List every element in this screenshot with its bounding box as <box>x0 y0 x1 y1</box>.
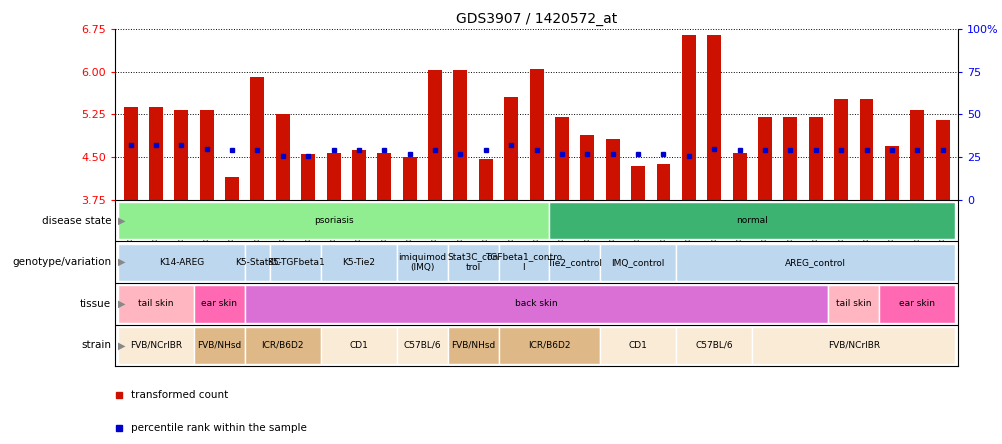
Bar <box>498 243 549 281</box>
Text: tissue: tissue <box>80 299 111 309</box>
Text: back skin: back skin <box>515 299 557 309</box>
Text: imiquimod
(IMQ): imiquimod (IMQ) <box>398 253 446 272</box>
Bar <box>321 327 397 364</box>
Bar <box>397 243 447 281</box>
Text: normal: normal <box>735 216 768 225</box>
Bar <box>118 285 193 323</box>
Text: ▶: ▶ <box>118 257 125 267</box>
Bar <box>428 70 442 200</box>
Bar <box>675 327 752 364</box>
Bar <box>879 285 954 323</box>
Text: K14-AREG: K14-AREG <box>158 258 203 267</box>
Text: percentile rank within the sample: percentile rank within the sample <box>131 423 307 432</box>
Bar <box>605 139 619 200</box>
Bar <box>224 177 238 200</box>
Bar <box>554 117 568 200</box>
Text: ▶: ▶ <box>118 299 125 309</box>
Bar <box>828 285 879 323</box>
Bar <box>752 327 954 364</box>
Bar <box>580 135 594 200</box>
Bar <box>193 285 244 323</box>
Bar <box>327 152 341 200</box>
Bar <box>447 327 498 364</box>
Text: K5-Tie2: K5-Tie2 <box>342 258 375 267</box>
Bar <box>199 111 213 200</box>
Text: transformed count: transformed count <box>131 389 228 400</box>
Text: FVB/NHsd: FVB/NHsd <box>197 341 241 350</box>
Bar <box>529 69 543 200</box>
Text: CD1: CD1 <box>628 341 647 350</box>
Bar <box>301 154 315 200</box>
Bar <box>447 243 498 281</box>
Bar <box>504 97 518 200</box>
Text: K5-TGFbeta1: K5-TGFbeta1 <box>267 258 324 267</box>
Bar <box>599 243 675 281</box>
Bar <box>118 243 244 281</box>
Text: ▶: ▶ <box>118 341 125 350</box>
Bar <box>453 70 467 200</box>
Bar <box>321 243 397 281</box>
Text: ICR/B6D2: ICR/B6D2 <box>527 341 570 350</box>
Bar <box>244 285 828 323</box>
Bar <box>834 99 848 200</box>
Bar <box>731 152 745 200</box>
Text: tail skin: tail skin <box>138 299 173 309</box>
Bar <box>403 157 416 200</box>
Bar <box>498 327 599 364</box>
Bar <box>478 159 492 200</box>
Text: K5-Stat3C: K5-Stat3C <box>234 258 280 267</box>
Bar <box>174 111 188 200</box>
Text: FVB/NCrIBR: FVB/NCrIBR <box>129 341 181 350</box>
Text: genotype/variation: genotype/variation <box>12 257 111 267</box>
Bar <box>397 327 447 364</box>
Text: TGFbeta1_contro
l: TGFbeta1_contro l <box>485 253 562 272</box>
Text: tail skin: tail skin <box>836 299 871 309</box>
Bar <box>549 202 954 239</box>
Bar <box>758 117 772 200</box>
Text: Tie2_control: Tie2_control <box>547 258 601 267</box>
Text: IMQ_control: IMQ_control <box>611 258 664 267</box>
Bar <box>549 243 599 281</box>
Bar <box>123 107 137 200</box>
Bar <box>859 99 873 200</box>
Bar <box>250 77 265 200</box>
Bar <box>377 152 391 200</box>
Bar <box>352 150 366 200</box>
Bar <box>884 146 898 200</box>
Bar <box>118 327 193 364</box>
Text: C57BL/6: C57BL/6 <box>694 341 732 350</box>
Bar <box>149 107 162 200</box>
Text: disease state: disease state <box>42 216 111 226</box>
Bar <box>270 243 321 281</box>
Bar <box>244 327 321 364</box>
Bar <box>630 166 644 200</box>
Bar <box>276 114 290 200</box>
Text: strain: strain <box>81 341 111 350</box>
Text: ICR/B6D2: ICR/B6D2 <box>262 341 304 350</box>
Bar <box>656 164 669 200</box>
Text: FVB/NCrIBR: FVB/NCrIBR <box>827 341 879 350</box>
Text: ▶: ▶ <box>118 216 125 226</box>
Bar <box>193 327 244 364</box>
Bar <box>808 117 822 200</box>
Bar <box>706 35 720 200</box>
Text: AREG_control: AREG_control <box>785 258 846 267</box>
Text: FVB/NHsd: FVB/NHsd <box>451 341 495 350</box>
Bar <box>681 35 695 200</box>
Bar <box>118 202 549 239</box>
Text: Stat3C_con
trol: Stat3C_con trol <box>447 253 498 272</box>
Bar <box>783 117 797 200</box>
Text: C57BL/6: C57BL/6 <box>403 341 441 350</box>
Bar <box>599 327 675 364</box>
Bar <box>244 243 270 281</box>
Bar <box>675 243 954 281</box>
Text: psoriasis: psoriasis <box>314 216 353 225</box>
Bar <box>910 111 923 200</box>
Text: ear skin: ear skin <box>201 299 237 309</box>
Text: CD1: CD1 <box>349 341 368 350</box>
Title: GDS3907 / 1420572_at: GDS3907 / 1420572_at <box>456 12 616 27</box>
Bar <box>935 120 949 200</box>
Text: ear skin: ear skin <box>899 299 934 309</box>
